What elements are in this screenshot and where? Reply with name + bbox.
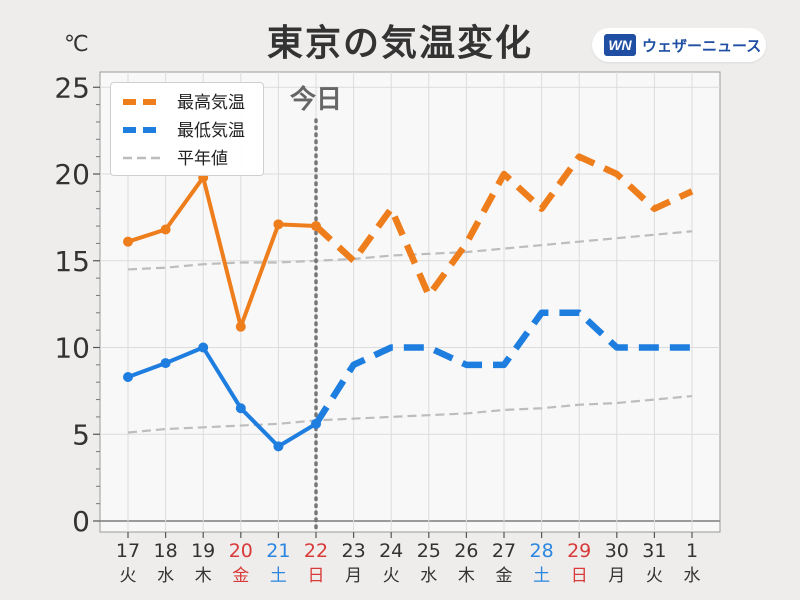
series-max-observed-line xyxy=(127,175,317,329)
weathernews-logo-icon: WN xyxy=(604,34,636,56)
legend-swatch-normal xyxy=(123,156,163,160)
y-unit-label: ℃ xyxy=(64,32,89,57)
series-normal-min-line xyxy=(127,394,693,434)
x-tick-day: 23 xyxy=(342,540,366,562)
x-tick-day: 26 xyxy=(454,540,478,562)
x-tick-weekday: 土 xyxy=(533,566,550,586)
series-min-point xyxy=(235,403,246,414)
weathernews-logo: WN ウェザーニュース xyxy=(592,28,766,62)
legend-item-max: 最高気温 xyxy=(111,87,263,113)
series-min-observed-line xyxy=(127,345,318,449)
legend-label-min: 最低気温 xyxy=(177,120,245,141)
x-tick-day: 24 xyxy=(379,540,403,562)
series-max-point xyxy=(160,224,171,235)
series-max-forecast-line xyxy=(313,153,694,299)
y-tick-label: 10 xyxy=(54,332,90,365)
x-tick-day: 31 xyxy=(642,540,666,562)
x-tick-day: 25 xyxy=(417,540,441,562)
chart-title: 東京の気温変化 xyxy=(266,23,533,64)
x-tick-weekday: 木 xyxy=(458,566,475,586)
series-min-point xyxy=(273,441,284,452)
y-tick-label: 0 xyxy=(72,505,90,538)
x-tick-day: 28 xyxy=(530,540,554,562)
series-min-point xyxy=(123,371,133,382)
x-tick-weekday: 土 xyxy=(270,566,287,586)
series-min-point xyxy=(198,342,209,353)
x-tick-weekday: 日 xyxy=(308,566,325,586)
series-min-forecast-line xyxy=(313,309,692,426)
y-tick-label: 25 xyxy=(54,71,90,104)
x-tick-weekday: 火 xyxy=(646,566,663,586)
legend-item-normal: 平年値 xyxy=(111,143,263,169)
weathernews-logo-text: ウェザーニュース xyxy=(642,36,762,55)
legend-label-normal: 平年値 xyxy=(177,148,228,169)
x-tick-weekday: 月 xyxy=(345,566,362,586)
x-tick-day: 20 xyxy=(229,540,253,562)
chart-legend: 最高気温 最低気温 平年値 xyxy=(110,82,264,176)
x-tick-weekday: 火 xyxy=(383,566,400,586)
legend-item-min: 最低気温 xyxy=(111,115,263,141)
series-max-point xyxy=(123,236,133,247)
x-tick-weekday: 木 xyxy=(195,566,212,586)
x-tick-day: 27 xyxy=(492,540,516,562)
y-tick-label: 5 xyxy=(72,418,90,451)
x-tick-day: 30 xyxy=(605,540,629,562)
x-tick-weekday: 日 xyxy=(571,566,588,586)
today-label: 今日 xyxy=(290,84,342,115)
series-max-point xyxy=(311,221,321,232)
y-tick-label: 20 xyxy=(54,158,90,191)
x-tick-day: 17 xyxy=(116,540,140,562)
x-tick-day: 21 xyxy=(266,540,290,562)
y-tick-label: 15 xyxy=(54,245,90,278)
x-tick-weekday: 水 xyxy=(684,566,701,586)
x-tick-day: 22 xyxy=(304,540,328,562)
series-max-point xyxy=(235,321,246,332)
x-tick-day: 19 xyxy=(191,540,215,562)
x-tick-weekday: 水 xyxy=(157,566,174,586)
series-min-point xyxy=(160,358,171,369)
series-min-point xyxy=(311,418,321,429)
x-tick-weekday: 水 xyxy=(420,566,437,586)
x-tick-day: 18 xyxy=(154,540,178,562)
series-max-point xyxy=(273,219,284,230)
legend-swatch-max xyxy=(123,99,163,105)
x-tick-day: 1 xyxy=(686,540,698,562)
x-tick-weekday: 火 xyxy=(120,566,137,586)
legend-swatch-min xyxy=(123,127,163,133)
legend-label-max: 最高気温 xyxy=(177,92,245,113)
x-tick-weekday: 金 xyxy=(232,566,249,586)
x-tick-weekday: 月 xyxy=(608,566,625,586)
x-tick-day: 29 xyxy=(567,540,591,562)
x-tick-weekday: 金 xyxy=(496,566,513,586)
